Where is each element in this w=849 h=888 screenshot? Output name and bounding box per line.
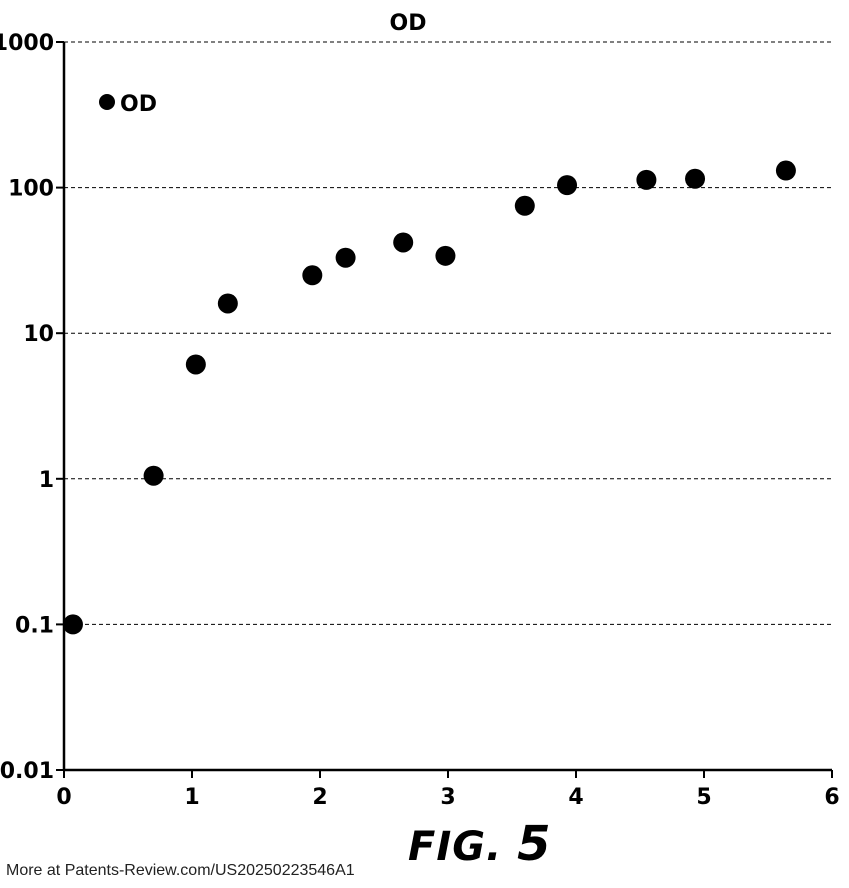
data-point [185,354,206,375]
x-tick-label: 5 [696,785,711,810]
y-axis-ticks: 0.01 0.1 1 10 100 1000 [0,31,64,784]
x-tick-label: 3 [440,785,455,810]
data-point [636,169,657,190]
y-tick-label: 1000 [0,31,54,56]
x-axis-ticks: 0 1 2 3 4 5 6 [56,770,840,810]
legend: OD [99,92,157,117]
data-point [302,265,323,286]
data-point [775,160,796,181]
y-tick-label: 0.1 [15,613,54,638]
data-point [217,293,238,314]
gridlines [64,41,832,625]
x-tick-label: 6 [824,785,839,810]
data-point [557,175,578,196]
y-tick-label: 0.01 [0,759,54,784]
data-point [143,465,164,486]
chart-title: OD [390,11,427,36]
y-tick-label: 10 [23,322,54,347]
legend-label: OD [120,92,157,117]
data-point [335,247,356,268]
data-point [393,232,414,253]
figure-caption-prefix: FIG. [408,824,503,870]
data-points [62,160,796,635]
y-tick-label: 1 [39,468,54,493]
data-point [435,245,456,266]
x-tick-label: 1 [184,785,199,810]
y-tick-label: 100 [8,177,54,202]
x-tick-label: 0 [56,785,71,810]
figure-caption-number: 5 [517,816,552,872]
figure-caption: FIG. 5 [408,816,552,872]
legend-marker [99,94,115,110]
data-point [62,614,83,635]
data-point [685,168,706,189]
source-footer: More at Patents-Review.com/US20250223546… [6,862,355,879]
data-point [514,195,535,216]
x-tick-label: 4 [568,785,583,810]
axes [62,42,832,772]
chart: 0.01 0.1 1 10 100 1000 0 1 2 3 4 5 6 OD OD [0,11,840,810]
x-tick-label: 2 [312,785,327,810]
